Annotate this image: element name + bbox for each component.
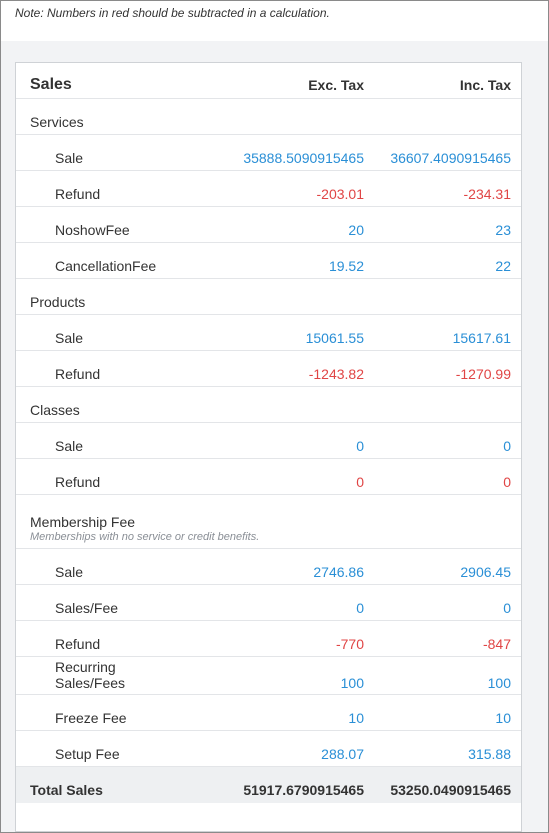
section-classes: Classes [16,387,521,423]
value-inc-tax: 0 [503,600,511,616]
table-row: NoshowFee 20 23 [16,207,521,243]
value-exc-tax: 0 [356,474,364,490]
section-membership-fee: Membership Fee Memberships with no servi… [16,495,521,549]
table-row: Refund -1243.82 -1270.99 [16,351,521,387]
value-inc-tax: 0 [503,438,511,454]
section-title: Products [30,294,86,310]
total-inc-tax: 53250.0490915465 [390,782,511,798]
value-exc-tax: -770 [335,636,364,652]
note-text: Note: Numbers in red should be subtracte… [15,6,330,20]
value-inc-tax: -1270.99 [455,366,511,382]
note-bar: Note: Numbers in red should be subtracte… [1,1,548,41]
column-inc-tax: Inc. Tax [459,77,511,93]
row-label: NoshowFee [55,222,130,238]
value-exc-tax: 19.52 [328,258,364,274]
column-exc-tax: Exc. Tax [308,77,364,93]
total-label: Total Sales [30,782,103,798]
row-label: Sale [55,564,84,580]
table-row: Sale 35888.5090915465 36607.4090915465 [16,135,521,171]
total-exc-tax: 51917.6790915465 [243,782,364,798]
value-exc-tax: 10 [348,710,364,726]
value-exc-tax: 2746.86 [313,564,364,580]
table-row: Freeze Fee 10 10 [16,695,521,731]
value-exc-tax: -1243.82 [308,366,364,382]
section-hint: Memberships with no service or credit be… [30,531,260,543]
table-title: Sales [30,76,72,93]
value-inc-tax: 10 [495,710,511,726]
section-services: Services [16,99,521,135]
row-label: Sales/Fee [55,600,119,616]
table-row: Recurring Sales/Fees 100 100 [16,657,521,695]
row-label: Refund [55,474,101,490]
value-exc-tax: 288.07 [321,746,364,762]
value-exc-tax: 35888.5090915465 [243,150,364,166]
row-label: Freeze Fee [55,710,127,726]
row-label-line1: Recurring [55,659,116,675]
table-row: Refund -203.01 -234.31 [16,171,521,207]
table-row: Setup Fee 288.07 315.88 [16,731,521,767]
value-inc-tax: 0 [503,474,511,490]
row-label-line2: Sales/Fees [55,675,126,691]
value-inc-tax: 315.88 [468,746,511,762]
value-exc-tax: 0 [356,600,364,616]
value-inc-tax: -847 [482,636,511,652]
value-exc-tax: 15061.55 [305,330,364,346]
section-title: Services [30,114,84,130]
value-exc-tax: 100 [340,675,364,691]
value-inc-tax: 22 [495,258,511,274]
table-header: Sales Exc. Tax Inc. Tax [16,63,521,99]
value-inc-tax: 36607.4090915465 [390,150,511,166]
table-row: Sale 2746.86 2906.45 [16,549,521,585]
value-inc-tax: -234.31 [463,186,511,202]
value-inc-tax: 23 [495,222,511,238]
value-exc-tax: 20 [348,222,364,238]
value-inc-tax: 15617.61 [452,330,511,346]
table-row: Sale 0 0 [16,423,521,459]
value-inc-tax: 2906.45 [460,564,511,580]
row-label: Sale [55,330,84,346]
row-label: Refund [55,186,101,202]
value-exc-tax: -203.01 [316,186,364,202]
table-row: Sales/Fee 0 0 [16,585,521,621]
sales-table: Sales Exc. Tax Inc. Tax Services Sale 35… [15,62,522,832]
total-row: Total Sales 51917.6790915465 53250.04909… [16,767,521,803]
section-title: Membership Fee [30,514,136,530]
row-label: Sale [55,438,84,454]
table-row: Refund 0 0 [16,459,521,495]
section-products: Products [16,279,521,315]
value-inc-tax: 100 [487,675,511,691]
table-row: CancellationFee 19.52 22 [16,243,521,279]
row-label: Setup Fee [55,746,120,762]
row-label: CancellationFee [55,258,157,274]
row-label: Refund [55,636,101,652]
table-row: Sale 15061.55 15617.61 [16,315,521,351]
row-label: Refund [55,366,101,382]
table-row: Refund -770 -847 [16,621,521,657]
value-exc-tax: 0 [356,438,364,454]
row-label: Sale [55,150,84,166]
section-title: Classes [30,402,80,418]
